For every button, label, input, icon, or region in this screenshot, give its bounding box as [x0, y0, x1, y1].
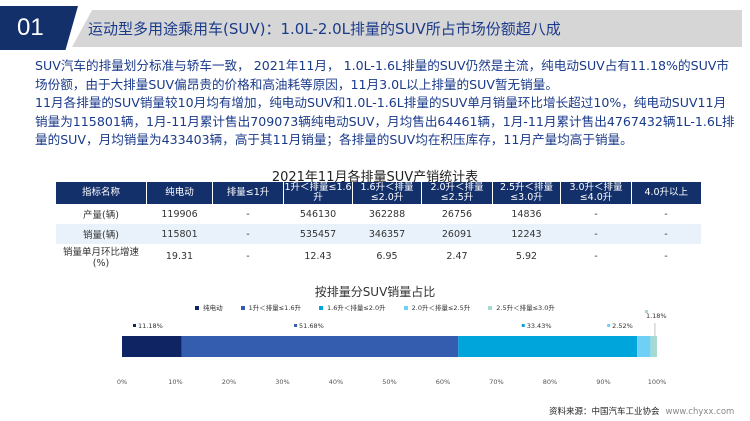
section-number: 01 [0, 6, 78, 50]
source-label: 资料来源：中国汽车工业协会 [549, 407, 660, 417]
paragraph: SUV汽车的排量划分标准与轿车一致， 2021年11月， 1.0L-1.6L排量… [35, 58, 730, 92]
chart-title: 按排量分SUV销量占比 [314, 285, 436, 299]
table-cell: - [594, 251, 598, 262]
source-url: www.chyxx.com [665, 407, 735, 417]
title-bar [72, 10, 742, 47]
row-label: 产量(辆) [83, 210, 119, 221]
table-cell: 546130 [299, 208, 337, 220]
chart-legend: 纯电动 1升＜排量≤1.6升 1.6升＜排量≤2.0升 2.0升＜排量≤2.5升 2.5… [0, 302, 750, 312]
data-label: 1.18% [646, 312, 667, 320]
stats-table: 指标名称 纯电动 排量≤1升 1升＜排量≤1.6升 1.6升＜排量≤2.0升 2.0升＜排… [55, 182, 701, 269]
x-tick-label: 100% [648, 378, 667, 386]
row-label: 销量(辆) [55, 224, 147, 244]
legend-item: 1升＜排量≤1.6升 [240, 304, 302, 312]
label-marker [521, 324, 525, 327]
table-row: 销量单月环比增速(%) 19.31 - 12.43 6.95 2.47 5.92 - - [56, 244, 701, 269]
table-cell: 535457 [283, 224, 353, 244]
label-marker [607, 324, 611, 327]
table-cell: 12243 [492, 224, 561, 244]
column-header: 纯电动 [146, 182, 213, 204]
table-cell: 119906 [161, 208, 198, 220]
legend-label: 2.0升＜排量≤2.5升 [411, 304, 471, 312]
table-cell: - [246, 251, 250, 262]
description: SUV汽车的排量划分标准与轿车一致， 2021年11月， 1.0L-1.6L排量… [35, 57, 735, 150]
x-tick-label: 40% [329, 378, 343, 386]
table-cell: - [631, 224, 701, 244]
column-header: 1.6升＜排量≤2.0升 [352, 182, 422, 204]
x-tick-label: 60% [436, 378, 450, 386]
table-cell: - [664, 251, 668, 262]
legend-swatch [403, 306, 408, 310]
data-label: 33.43% [527, 322, 552, 330]
legend-item: 纯电动 [195, 304, 223, 312]
label-marker [644, 310, 648, 313]
x-tick-label: 70% [489, 378, 503, 386]
x-tick-label: 0% [117, 378, 127, 386]
x-tick-label: 80% [543, 378, 557, 386]
data-label: 2.52% [612, 322, 633, 330]
table-row: 销量(辆) 115801-535457 346357 26091 12243- - [55, 224, 701, 244]
table-cell: 26091 [421, 224, 493, 244]
table-cell: - [246, 208, 250, 220]
legend-item: 2.5升＜排量≤3.0升 [488, 304, 555, 312]
table-title: 2021年11月各排量SUV产销统计表 [271, 170, 479, 185]
data-label: 51.68% [299, 322, 324, 330]
paragraph: 11月各排量的SUV销量较10月均有增加，纯电动SUV和1.0L-1.6L排量的… [35, 95, 735, 148]
label-marker [294, 324, 298, 327]
legend-label: 1升＜排量≤1.6升 [248, 304, 302, 312]
table-cell: - [560, 224, 632, 244]
table-cell: - [594, 208, 598, 220]
table-cell: 5.92 [515, 251, 538, 262]
legend-item: 2.0升＜排量≤2.5升 [403, 304, 471, 312]
label-marker [133, 324, 136, 327]
legend-label: 2.5升＜排量≤3.0升 [496, 304, 555, 312]
legend-swatch [488, 306, 493, 310]
legend-swatch [240, 306, 245, 310]
legend-item: 1.6升＜排量≤2.0升 [319, 304, 386, 312]
table-cell: 26756 [441, 208, 473, 220]
table-row: 产量(辆) 119906 - 546130 362288 26756 14836 - - [56, 204, 701, 224]
bar-segment [458, 336, 638, 357]
x-tick-label: 20% [222, 378, 236, 386]
column-header: 4.0升以上 [631, 182, 701, 204]
legend-label: 纯电动 [203, 304, 223, 312]
bar-segment [650, 336, 657, 357]
legend-label: 1.6升＜排量≤2.0升 [327, 304, 386, 312]
column-header: 指标名称 [55, 182, 147, 204]
bar-segment [637, 336, 651, 357]
row-label: 销量单月环比增速(%) [62, 247, 139, 269]
table-cell: 12.43 [304, 251, 332, 262]
source-note: 资料来源：中国汽车工业协会 www.chyxx.com [549, 405, 734, 417]
data-label: 11.18% [138, 322, 163, 330]
table-cell: 2.47 [446, 251, 468, 262]
bar-segment [122, 336, 182, 357]
table-cell: - [212, 224, 284, 244]
page-title: 运动型多用途乘用车(SUV)：1.0L-2.0L排量的SUV所占市场份额超八成 [88, 20, 561, 38]
column-header: 2.0升＜排量≤2.5升 [421, 182, 493, 204]
column-header: 1升＜排量≤1.6升 [283, 182, 353, 204]
x-tick-label: 10% [168, 378, 182, 386]
legend-swatch [195, 306, 200, 310]
x-tick-label: 30% [275, 378, 289, 386]
column-header: 2.5升＜排量≤3.0升 [492, 182, 561, 204]
legend-swatch [319, 306, 324, 310]
column-header: 排量≤1升 [212, 182, 284, 204]
table-cell: 14836 [511, 208, 542, 220]
table-cell: - [664, 208, 668, 220]
bar-segment [181, 336, 459, 357]
table-cell: 19.31 [165, 251, 194, 262]
table-cell: 346357 [352, 224, 422, 244]
table-cell: 115801 [146, 224, 213, 244]
table-cell: 6.95 [376, 251, 398, 262]
x-tick-label: 50% [382, 378, 396, 386]
x-tick-label: 90% [596, 378, 610, 386]
table-cell: 362288 [368, 208, 406, 220]
column-header: 3.0升＜排量≤4.0升 [560, 182, 632, 204]
